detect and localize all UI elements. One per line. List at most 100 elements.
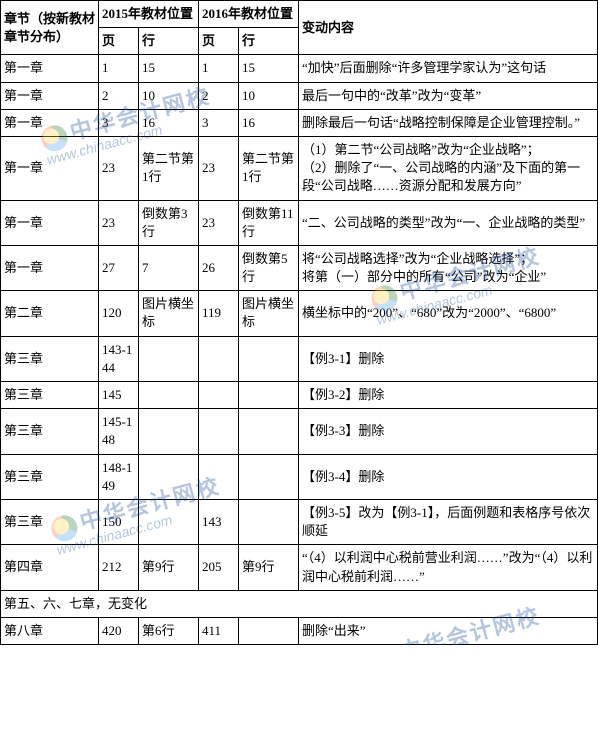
cell-page15: 212 bbox=[99, 545, 139, 590]
cell-line16: 第二节第1行 bbox=[239, 136, 299, 200]
header-pos2015: 2015年教材位置 bbox=[99, 1, 199, 28]
cell-page16: 119 bbox=[199, 291, 239, 336]
cell-line15 bbox=[139, 454, 199, 499]
cell-line16: 图片横坐标 bbox=[239, 291, 299, 336]
cell-page16: 1 bbox=[199, 55, 239, 82]
cell-line15: 16 bbox=[139, 109, 199, 136]
cell-page16: 3 bbox=[199, 109, 239, 136]
cell-page15: 27 bbox=[99, 245, 139, 290]
cell-chapter: 第二章 bbox=[1, 291, 99, 336]
cell-change: 【例3-2】删除 bbox=[299, 382, 598, 409]
cell-chapter: 第三章 bbox=[1, 336, 99, 381]
cell-line15: 7 bbox=[139, 245, 199, 290]
cell-line15: 图片横坐标 bbox=[139, 291, 199, 336]
cell-line16: 第9行 bbox=[239, 545, 299, 590]
cell-line16 bbox=[239, 336, 299, 381]
cell-page15: 120 bbox=[99, 291, 139, 336]
table-body: 第一章115115“加快”后面删除“许多管理学家认为”这句话第一章210210最… bbox=[1, 55, 598, 645]
cell-change: 【例3-5】改为【例3-1】，后面例题和表格序号依次顺延 bbox=[299, 499, 598, 544]
header-page-2015: 页 bbox=[99, 28, 139, 55]
cell-change: 最后一句中的“改革”改为“变革” bbox=[299, 82, 598, 109]
table-row: 第四章212第9行205第9行“（4）以利润中心税前营业利润……”改为“（4）以… bbox=[1, 545, 598, 590]
cell-page15: 2 bbox=[99, 82, 139, 109]
cell-chapter: 第一章 bbox=[1, 82, 99, 109]
table-row: 第一章316316删除最后一句话“战略控制保障是企业管理控制。” bbox=[1, 109, 598, 136]
cell-change: 【例3-1】删除 bbox=[299, 336, 598, 381]
cell-line16 bbox=[239, 499, 299, 544]
cell-line16 bbox=[239, 409, 299, 454]
cell-page16: 2 bbox=[199, 82, 239, 109]
table-row: 第三章145 【例3-2】删除 bbox=[1, 382, 598, 409]
table-row: 第一章23倒数第3行23倒数第11行“二、公司战略的类型”改为“一、企业战略的类… bbox=[1, 200, 598, 245]
header-line-2016: 行 bbox=[239, 28, 299, 55]
cell-chapter: 第四章 bbox=[1, 545, 99, 590]
table-row: 第三章148-149 【例3-4】删除 bbox=[1, 454, 598, 499]
cell-change: 【例3-4】删除 bbox=[299, 454, 598, 499]
cell-change: “二、公司战略的类型”改为“一、企业战略的类型” bbox=[299, 200, 598, 245]
cell-chapter: 第一章 bbox=[1, 200, 99, 245]
cell-change: 将“公司战略选择”改为“企业战略选择”； 将第（一）部分中的所有“公司”改为“企… bbox=[299, 245, 598, 290]
cell-page15: 145 bbox=[99, 382, 139, 409]
cell-chapter: 第一章 bbox=[1, 55, 99, 82]
cell-line16: 15 bbox=[239, 55, 299, 82]
cell-change: （1）第二节“公司战略”改为“企业战略”； （2）删除了“一、公司战略的内涵”及… bbox=[299, 136, 598, 200]
table-row: 第一章23第二节第1行23第二节第1行（1）第二节“公司战略”改为“企业战略”；… bbox=[1, 136, 598, 200]
header-line-2015: 行 bbox=[139, 28, 199, 55]
table-row: 第五、六、七章，无变化 bbox=[1, 590, 598, 617]
cell-page15: 23 bbox=[99, 200, 139, 245]
cell-change: “（4）以利润中心税前营业利润……”改为“（4）以利润中心税前利润……” bbox=[299, 545, 598, 590]
cell-change: 横坐标中的“200”、“680”改为“2000”、“6800” bbox=[299, 291, 598, 336]
cell-chapter: 第一章 bbox=[1, 245, 99, 290]
cell-line15: 第9行 bbox=[139, 545, 199, 590]
cell-line15: 15 bbox=[139, 55, 199, 82]
table-row: 第三章143-144【例3-1】删除 bbox=[1, 336, 598, 381]
merged-row-cell: 第五、六、七章，无变化 bbox=[1, 590, 598, 617]
cell-change: “加快”后面删除“许多管理学家认为”这句话 bbox=[299, 55, 598, 82]
cell-line16: 16 bbox=[239, 109, 299, 136]
cell-page15: 1 bbox=[99, 55, 139, 82]
cell-page15: 150 bbox=[99, 499, 139, 544]
table-row: 第一章115115“加快”后面删除“许多管理学家认为”这句话 bbox=[1, 55, 598, 82]
cell-chapter: 第三章 bbox=[1, 409, 99, 454]
cell-line15: 第6行 bbox=[139, 617, 199, 644]
cell-line15: 倒数第3行 bbox=[139, 200, 199, 245]
cell-chapter: 第三章 bbox=[1, 499, 99, 544]
table-row: 第一章210210最后一句中的“改革”改为“变革” bbox=[1, 82, 598, 109]
cell-line15 bbox=[139, 499, 199, 544]
cell-page15: 23 bbox=[99, 136, 139, 200]
cell-line16: 10 bbox=[239, 82, 299, 109]
cell-line15 bbox=[139, 382, 199, 409]
cell-line16 bbox=[239, 617, 299, 644]
cell-page15: 148-149 bbox=[99, 454, 139, 499]
cell-page16: 26 bbox=[199, 245, 239, 290]
cell-line15 bbox=[139, 336, 199, 381]
cell-chapter: 第一章 bbox=[1, 109, 99, 136]
cell-page16: 23 bbox=[199, 136, 239, 200]
cell-page16: 143 bbox=[199, 499, 239, 544]
header-change: 变动内容 bbox=[299, 1, 598, 55]
cell-chapter: 第三章 bbox=[1, 382, 99, 409]
cell-line16: 倒数第11行 bbox=[239, 200, 299, 245]
cell-chapter: 第三章 bbox=[1, 454, 99, 499]
header-pos2016: 2016年教材位置 bbox=[199, 1, 299, 28]
cell-line15: 第二节第1行 bbox=[139, 136, 199, 200]
cell-page16: 205 bbox=[199, 545, 239, 590]
cell-chapter: 第一章 bbox=[1, 136, 99, 200]
change-table: 章节（按新教材章节分布） 2015年教材位置 2016年教材位置 变动内容 页 … bbox=[0, 0, 598, 645]
cell-line15 bbox=[139, 409, 199, 454]
table-row: 第二章120图片横坐标119图片横坐标横坐标中的“200”、“680”改为“20… bbox=[1, 291, 598, 336]
cell-page16 bbox=[199, 336, 239, 381]
cell-page16 bbox=[199, 454, 239, 499]
cell-page15: 420 bbox=[99, 617, 139, 644]
cell-line16 bbox=[239, 454, 299, 499]
cell-change: 【例3-3】删除 bbox=[299, 409, 598, 454]
header-chapter: 章节（按新教材章节分布） bbox=[1, 1, 99, 55]
table-row: 第八章420第6行411删除“出来” bbox=[1, 617, 598, 644]
cell-page15: 3 bbox=[99, 109, 139, 136]
cell-change: 删除“出来” bbox=[299, 617, 598, 644]
header-page-2016: 页 bbox=[199, 28, 239, 55]
cell-page16 bbox=[199, 409, 239, 454]
cell-line16 bbox=[239, 382, 299, 409]
table-row: 第一章27726倒数第5行将“公司战略选择”改为“企业战略选择”； 将第（一）部… bbox=[1, 245, 598, 290]
cell-page15: 145-148 bbox=[99, 409, 139, 454]
